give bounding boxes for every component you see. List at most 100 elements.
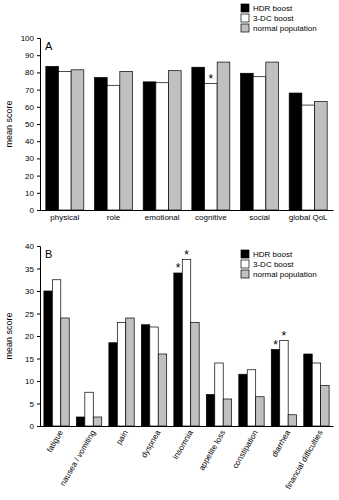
y-tick-label: 70 — [25, 86, 34, 95]
y-tick-mark — [37, 314, 40, 315]
bar — [156, 83, 169, 210]
bar — [253, 77, 266, 210]
bar — [52, 280, 60, 426]
y-tick-mark — [37, 158, 40, 159]
panel-label: B — [45, 248, 52, 260]
bar — [289, 93, 302, 210]
y-tick: 50 — [25, 120, 40, 129]
y-tick-label: 20 — [25, 332, 34, 341]
y-tick: 40 — [25, 242, 40, 251]
bar — [302, 105, 315, 210]
y-tick-mark — [37, 141, 40, 142]
y-tick: 0 — [30, 206, 40, 215]
bar — [288, 415, 296, 426]
legend-swatch — [241, 250, 249, 258]
x-tick-label: nausea / vomiting — [58, 429, 97, 488]
x-tick: dyspnea — [139, 426, 162, 459]
y-axis-title: mean score — [4, 100, 14, 147]
significance-marker: * — [208, 72, 213, 86]
y-tick-label: 100 — [21, 34, 35, 43]
bar — [217, 62, 230, 210]
x-tick-label: global QoL — [289, 213, 328, 222]
bar — [239, 374, 247, 426]
bar — [76, 417, 84, 426]
x-tick-label: diarrhea — [270, 428, 293, 458]
x-tick: global QoL — [289, 210, 328, 222]
bars — [44, 260, 329, 427]
legend-item: 3-DC boost — [241, 14, 294, 23]
bar — [223, 399, 231, 426]
x-axis-line — [41, 426, 334, 427]
y-tick-label: 0 — [30, 422, 35, 431]
bar — [192, 67, 205, 210]
legend-label: HDR boost — [253, 4, 293, 13]
bar — [256, 397, 264, 426]
bar — [168, 71, 181, 210]
y-axis-line — [37, 247, 41, 427]
y-tick-mark — [37, 291, 40, 292]
y-tick-mark — [37, 72, 40, 73]
y-tick-mark — [37, 55, 40, 56]
bar — [109, 343, 117, 426]
y-tick-label: 90 — [25, 51, 34, 60]
y-tick: 25 — [25, 310, 40, 319]
bars — [46, 62, 327, 210]
x-tick-label: constipation — [231, 429, 260, 470]
x-axis: physicalroleemotionalcognitivesocialglob… — [41, 210, 334, 222]
y-tick: 10 — [25, 189, 40, 198]
x-tick-label: emotional — [145, 213, 180, 222]
bar — [304, 354, 312, 426]
legend-swatch — [241, 270, 249, 278]
y-tick-label: 50 — [25, 120, 34, 129]
y-tick: 5 — [30, 400, 40, 409]
x-tick-label: fatigue — [45, 428, 65, 454]
x-tick: constipation — [231, 426, 260, 470]
bar — [321, 386, 329, 427]
legend-item: normal population — [241, 270, 317, 279]
bar — [174, 273, 182, 426]
x-tick: cognitive — [195, 210, 227, 222]
bar — [312, 363, 320, 426]
y-tick-label: 20 — [25, 172, 34, 181]
x-tick: insomnia — [171, 426, 195, 461]
y-tick-mark — [37, 381, 40, 382]
bar — [143, 82, 156, 210]
y-tick-mark — [37, 269, 40, 270]
bar — [182, 260, 190, 427]
legend-swatch — [241, 14, 249, 22]
x-tick: role — [107, 210, 121, 222]
bar — [120, 72, 133, 210]
x-tick: financial difficulties — [284, 426, 325, 491]
y-axis-line — [37, 39, 41, 211]
y-tick-mark — [37, 107, 40, 108]
bar — [158, 354, 166, 426]
significance-marker: * — [273, 338, 278, 352]
bar — [71, 70, 84, 210]
y-axis: 0510152025303540 — [25, 242, 40, 431]
y-tick: 0 — [30, 422, 40, 431]
figure: 0102030405060708090100physicalroleemotio… — [0, 0, 339, 500]
legend-item: HDR boost — [241, 250, 293, 259]
legend-swatch — [241, 260, 249, 268]
y-tick-mark — [37, 90, 40, 91]
legend-label: normal population — [253, 24, 317, 33]
bar — [266, 62, 279, 210]
x-tick-label: pain — [115, 429, 130, 447]
bar — [117, 323, 125, 427]
y-tick: 70 — [25, 86, 40, 95]
y-tick: 40 — [25, 137, 40, 146]
y-axis-title: mean score — [4, 312, 14, 359]
bar — [93, 417, 101, 426]
x-axis-line — [41, 210, 334, 211]
bar — [271, 350, 279, 427]
y-tick: 30 — [25, 154, 40, 163]
y-tick: 80 — [25, 68, 40, 77]
legend-item: normal population — [241, 24, 317, 33]
bar — [280, 341, 288, 427]
x-tick: diarrhea — [270, 426, 293, 459]
y-tick: 20 — [25, 172, 40, 181]
y-tick-label: 30 — [25, 154, 34, 163]
bar — [126, 318, 134, 426]
bar — [206, 395, 214, 427]
bar — [85, 392, 93, 426]
